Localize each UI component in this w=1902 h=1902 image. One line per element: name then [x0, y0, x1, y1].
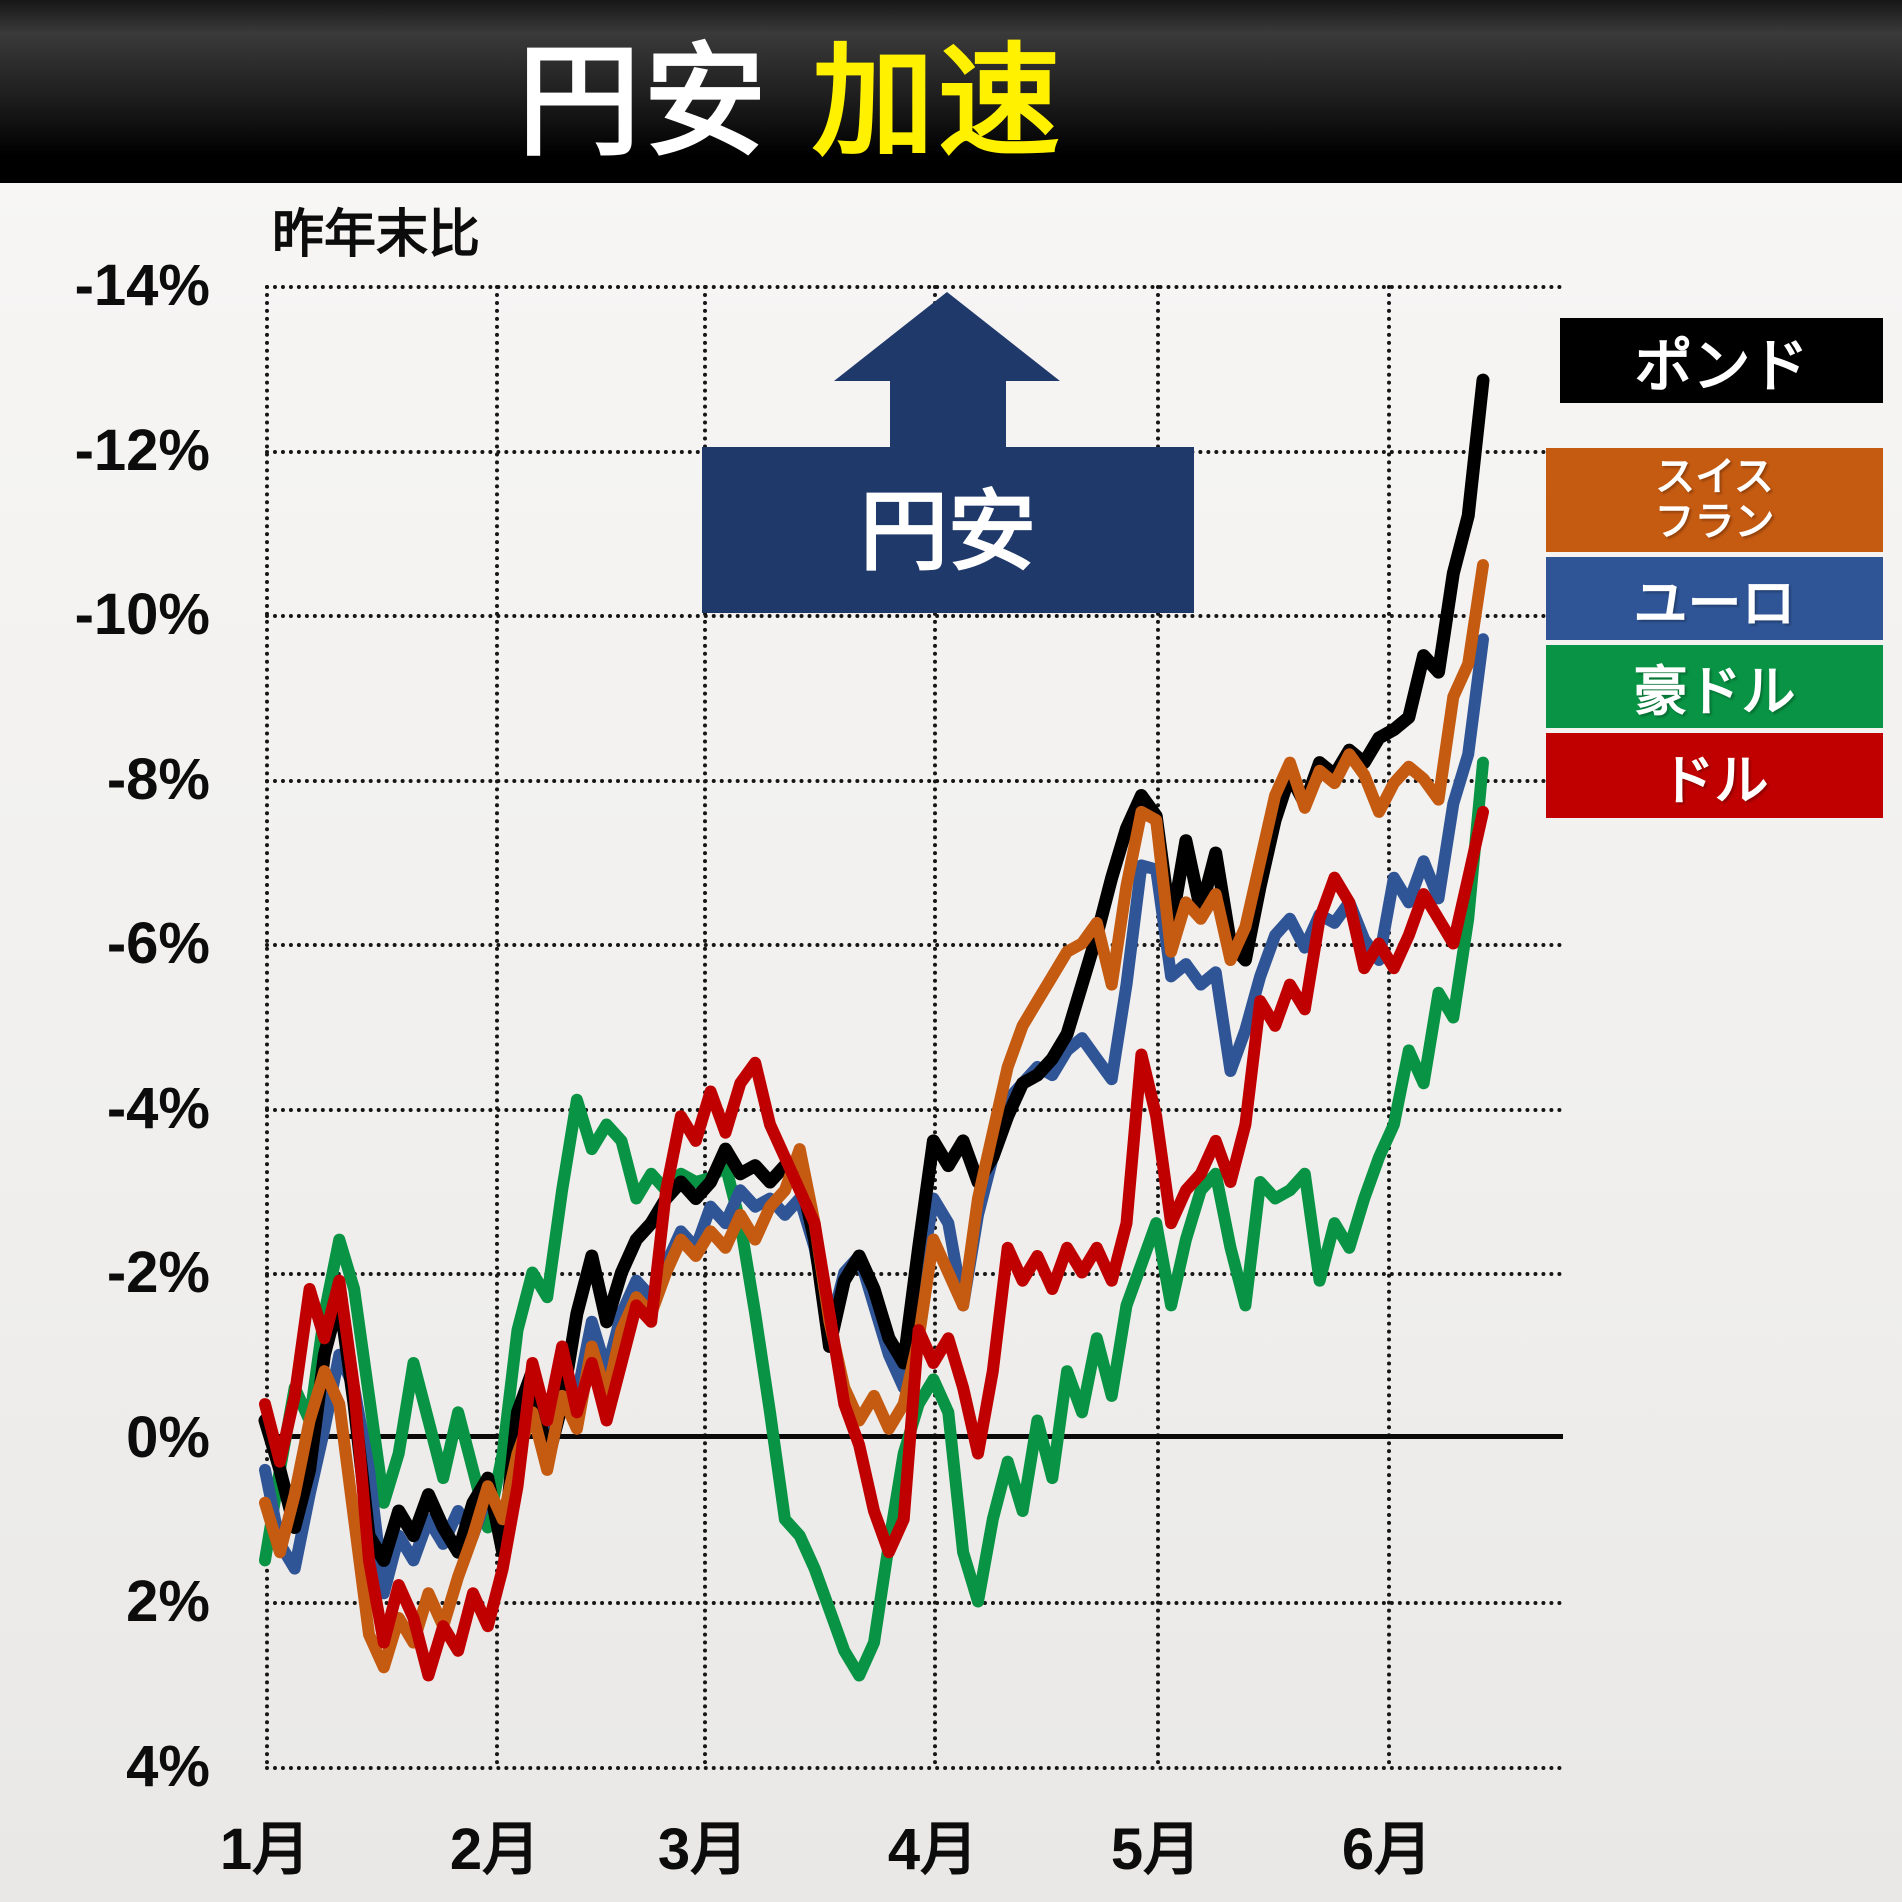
legend-label-dollar: ドル: [1660, 751, 1769, 811]
series-line-swiss-franc: [259, 559, 1489, 1674]
series-line-pound: [258, 373, 1490, 1567]
page-title: 円安 加速: [518, 3, 1064, 180]
gridline-h: [265, 1601, 1563, 1605]
chart-note-vs-year-end: 昨年末比: [272, 206, 481, 264]
y-tick-label: -4%: [106, 1076, 210, 1141]
legend-label-pound: ポンド: [1634, 333, 1809, 399]
gridline-v-apr: [933, 285, 937, 1766]
y-tick-label: -2%: [106, 1240, 210, 1305]
gridline-h: [265, 614, 1563, 618]
gridline-h: [265, 285, 1563, 289]
gridline-h: [265, 1766, 1563, 1770]
legend-label-australian-dollar: 豪ドル: [1633, 662, 1796, 722]
annotation-label: 円安: [860, 482, 1036, 581]
x-tick-label: 6月: [1341, 1817, 1433, 1882]
legend-item-pound: ポンド: [1560, 318, 1883, 403]
header-banner: 円安 加速: [0, 0, 1902, 183]
gridline-h: [265, 1108, 1563, 1112]
up-arrow-icon: [834, 292, 1060, 449]
series-lines: [258, 373, 1490, 1682]
page-title-accelerate: 加速: [812, 34, 1064, 170]
legend-item-dollar: ドル: [1546, 733, 1883, 818]
legend-item-euro: ユーロ: [1546, 557, 1883, 640]
gridline-v-mar: [703, 285, 707, 1766]
gridline-h: [265, 779, 1563, 783]
y-tick-label: -6%: [106, 911, 210, 976]
y-tick-label: 4%: [126, 1734, 210, 1799]
x-tick-label: 4月: [887, 1817, 979, 1882]
x-tick-label: 5月: [1110, 1817, 1202, 1882]
x-tick-label: 2月: [449, 1817, 541, 1882]
y-tick-label: -8%: [106, 747, 210, 812]
y-tick-label: -14%: [74, 253, 210, 318]
page-title-yen-weak: 円安: [518, 34, 770, 170]
annotation-box: [702, 447, 1194, 613]
yen-weak-annotation: 円安: [702, 292, 1194, 613]
legend-item-swiss-franc: スイス フラン: [1546, 448, 1883, 552]
legend-label-euro: ユーロ: [1633, 574, 1796, 634]
legend-item-australian-dollar: 豪ドル: [1546, 645, 1883, 728]
legend-label-swiss-franc: スイス フラン: [1654, 455, 1775, 544]
gridline-v-jan: [265, 285, 269, 1766]
y-tick-label: 0%: [126, 1405, 210, 1470]
series-line-dollar: [259, 805, 1489, 1682]
gridline-h: [265, 943, 1563, 947]
y-tick-label: -10%: [74, 582, 210, 647]
x-tick-label: 1月: [219, 1817, 311, 1882]
series-line-australian-dollar: [259, 756, 1489, 1682]
x-tick-label: 3月: [657, 1817, 749, 1882]
gridline-v-feb: [495, 285, 499, 1766]
y-tick-label: -12%: [74, 418, 210, 483]
y-tick-label: 2%: [126, 1569, 210, 1634]
gridline-v-jun: [1387, 285, 1391, 1766]
gridline-v-may: [1156, 285, 1160, 1766]
